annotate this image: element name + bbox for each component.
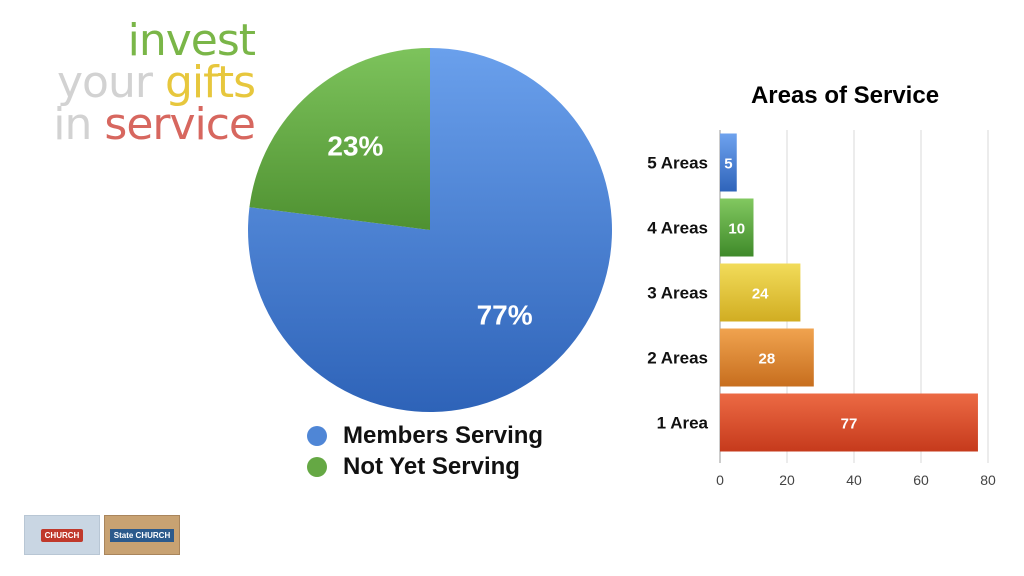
legend-label: Members Serving (343, 421, 544, 449)
tagline-your: your (57, 57, 153, 108)
church-logo-1: CHURCH (24, 515, 100, 555)
legend-label: Not Yet Serving (343, 452, 520, 480)
x-tick-label: 60 (913, 472, 929, 488)
logos: CHURCH State CHURCH (24, 515, 180, 555)
bar-value-label: 24 (752, 286, 769, 303)
bar-chart-title: Areas of Service (750, 82, 940, 109)
tagline-gifts: gifts (164, 57, 256, 108)
y-category-label: 1 Area (657, 414, 709, 433)
bar-chart: 0 20 40 60 80 5 Areas 5 4 Areas 10 3 Areas 24 2 Ar… (647, 130, 996, 488)
y-category-label: 2 Areas (647, 349, 708, 368)
x-tick-label: 40 (846, 472, 862, 488)
bar-2-areas (720, 328, 814, 387)
tagline-service: service (104, 99, 256, 150)
legend-swatch-blue (307, 425, 327, 446)
pie-legend: Members Serving Not Yet Serving (303, 420, 543, 482)
logo2-text: State CHURCH (109, 528, 175, 542)
y-category-label: 3 Areas (647, 284, 708, 303)
legend-item-members-serving: Members Serving (303, 420, 543, 451)
legend-swatch-green (307, 456, 327, 477)
bar-3-areas (720, 263, 801, 322)
pie-slice-members-serving (248, 48, 613, 412)
pie-label-not-yet-serving: 23% (327, 130, 383, 161)
bar-value-label: 5 (724, 156, 732, 173)
y-category-label: 5 Areas (647, 154, 708, 173)
pie-label-members-serving: 77% (477, 300, 533, 331)
bar-value-label: 10 (728, 221, 745, 238)
tagline-invest: invest (127, 15, 256, 66)
tagline-in: in (53, 99, 92, 150)
x-tick-label: 20 (779, 472, 795, 488)
state-of-church-logo: State CHURCH (104, 515, 180, 555)
tagline: invest your gifts in service (40, 19, 256, 147)
bar-5-areas (720, 133, 737, 192)
legend-item-not-yet-serving: Not Yet Serving (303, 451, 543, 482)
y-category-label: 4 Areas (647, 219, 708, 238)
pie-slice-not-yet-serving (249, 48, 430, 230)
bar-4-areas (720, 198, 754, 257)
bar-1-area (720, 393, 978, 452)
bar-value-label: 28 (759, 351, 776, 368)
x-tick-label: 80 (980, 472, 996, 488)
pie-chart: 77% 23% (248, 48, 613, 412)
bar-value-label: 77 (841, 416, 858, 433)
x-tick-label: 0 (716, 472, 724, 488)
logo1-text: CHURCH (40, 528, 84, 542)
